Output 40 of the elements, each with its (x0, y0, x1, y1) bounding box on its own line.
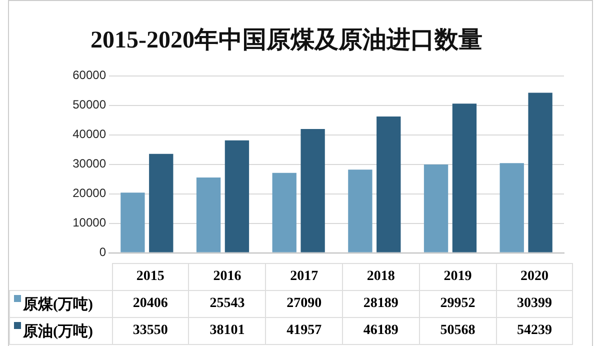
bar (149, 154, 174, 252)
data-label: 38101 (188, 318, 266, 344)
y-tick-label: 10000 (72, 216, 106, 230)
chart-title: 2015-2020年中国原煤及原油进口数量 (90, 26, 482, 54)
bar (424, 164, 448, 252)
legend-label: 原煤(万吨) (23, 296, 93, 312)
x-tick-label: 2020 (496, 264, 573, 290)
legend-label: 原油(万吨) (23, 324, 93, 340)
bar (196, 177, 221, 252)
y-tick-label: 60000 (72, 68, 106, 82)
data-label: 29952 (419, 290, 496, 318)
data-label: 27090 (266, 290, 342, 318)
data-label: 25543 (188, 290, 266, 318)
data-label: 28189 (342, 290, 420, 318)
x-tick-label: 2017 (266, 264, 342, 290)
x-tick-label: 2018 (342, 264, 420, 290)
data-label: 46189 (342, 318, 420, 344)
y-tick-label: 50000 (72, 98, 106, 112)
data-label: 30399 (496, 290, 573, 318)
y-tick-label: 0 (99, 245, 106, 260)
y-tick-label: 40000 (72, 127, 106, 142)
x-tick-label: 2015 (112, 264, 189, 290)
bar (300, 129, 325, 252)
data-label: 54239 (496, 318, 573, 344)
x-tick-label: 2016 (188, 264, 266, 290)
data-label: 41957 (266, 318, 342, 344)
x-tick-label: 2019 (419, 264, 496, 290)
y-tick-label: 30000 (72, 156, 106, 171)
data-label: 50568 (419, 318, 496, 344)
bar (224, 140, 250, 252)
bar (452, 104, 477, 252)
bar (348, 170, 372, 252)
data-label: 20406 (112, 290, 189, 318)
bar (528, 92, 552, 252)
bar (120, 192, 145, 252)
bar (376, 116, 401, 252)
data-label: 33550 (112, 318, 189, 344)
bar (272, 172, 296, 252)
y-tick-label: 20000 (72, 186, 106, 200)
bar (500, 163, 524, 252)
